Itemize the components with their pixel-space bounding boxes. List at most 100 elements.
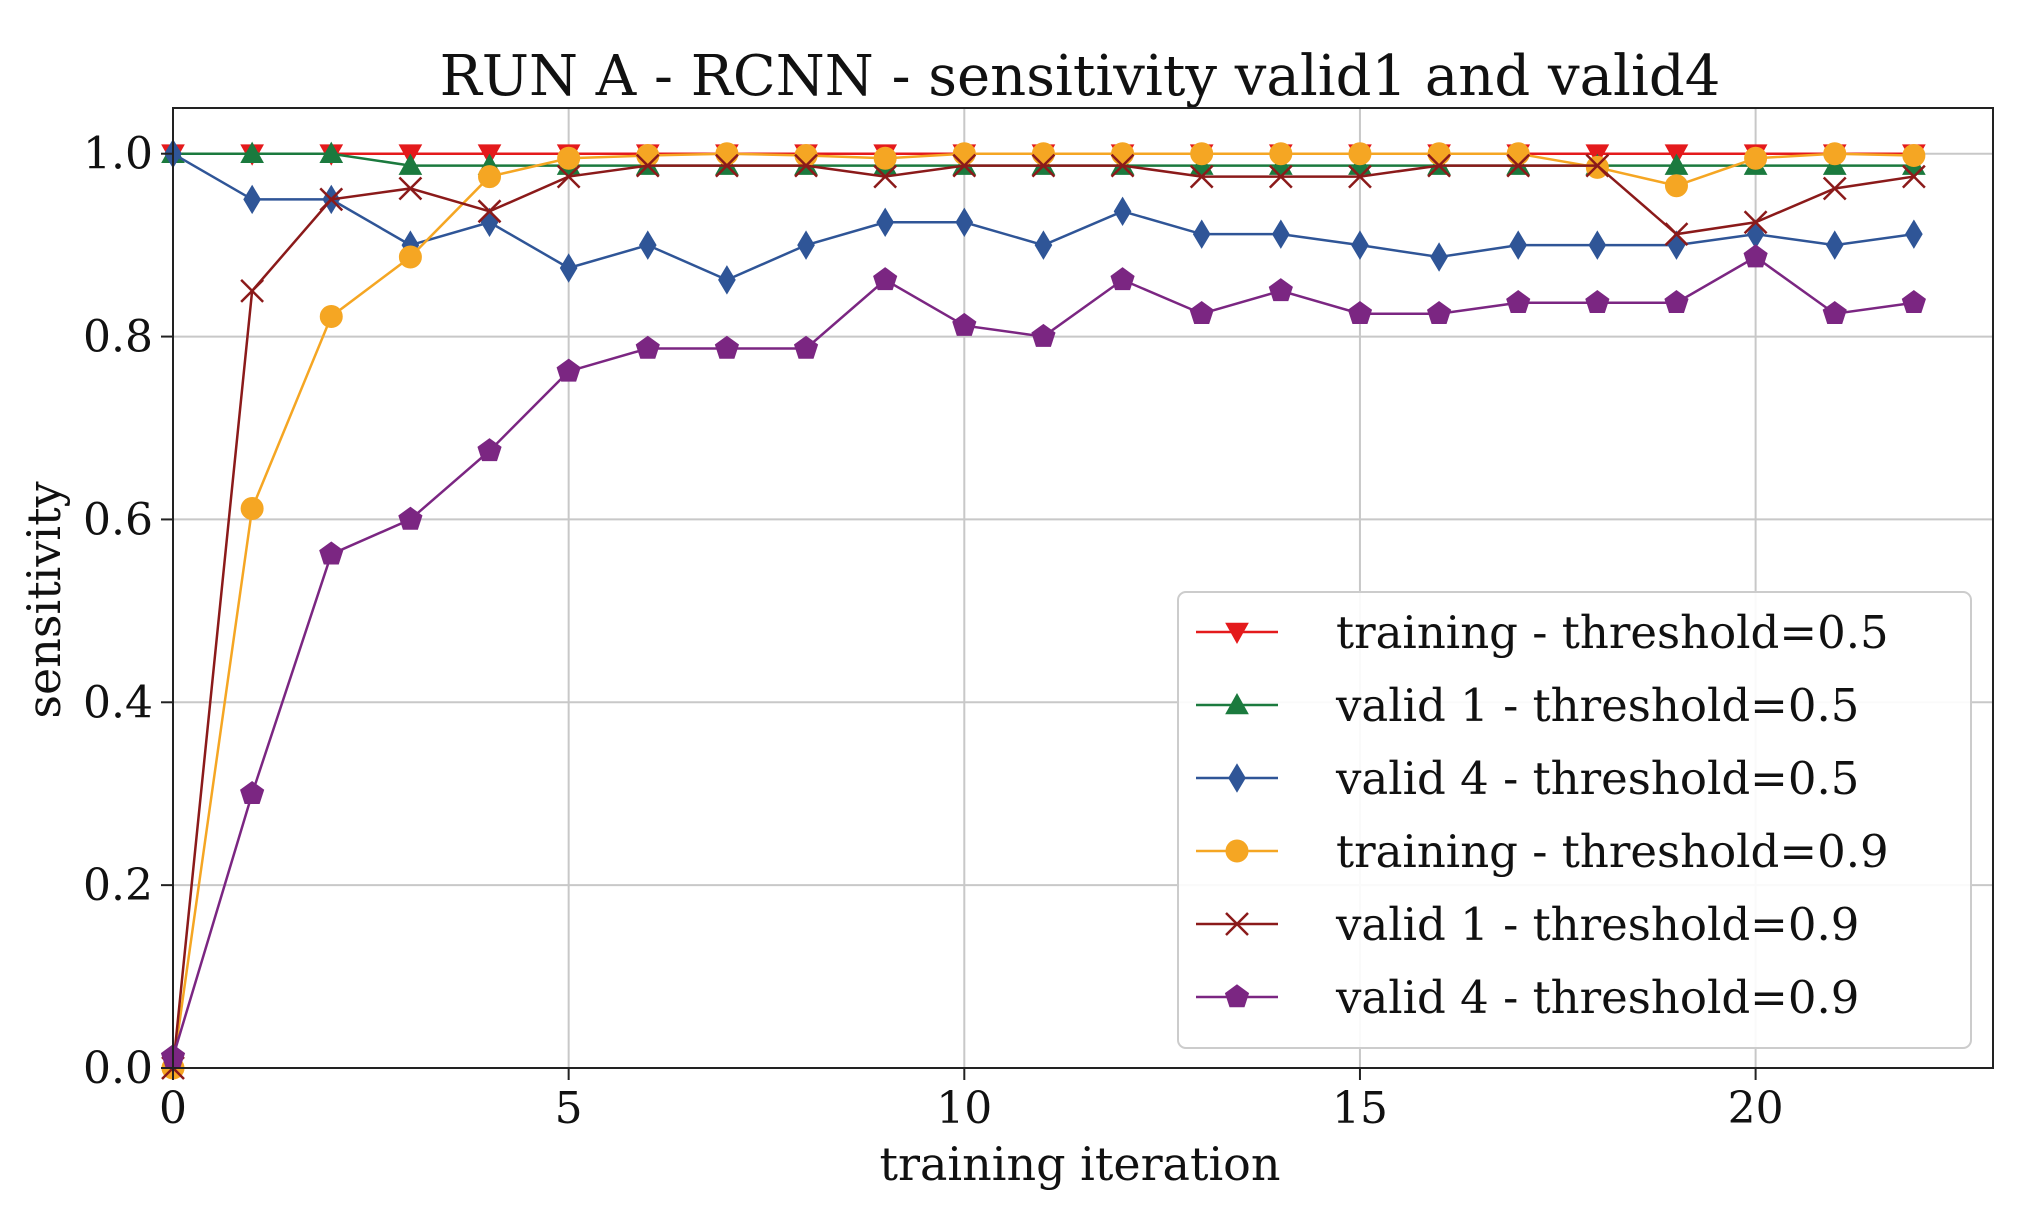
data-point bbox=[794, 153, 818, 178]
x-marker-stroke bbox=[715, 153, 739, 178]
data-point bbox=[952, 153, 977, 178]
data-point bbox=[1110, 153, 1135, 178]
data-point bbox=[1902, 144, 1926, 168]
data-point bbox=[794, 144, 818, 168]
data-point bbox=[1901, 164, 1926, 189]
data-point bbox=[1110, 267, 1135, 291]
legend-label: training - threshold=0.5 bbox=[1336, 606, 1889, 659]
data-point bbox=[319, 141, 344, 164]
data-point bbox=[1822, 176, 1847, 201]
data-point bbox=[477, 199, 502, 224]
data-point bbox=[243, 184, 261, 215]
data-point bbox=[1905, 219, 1923, 249]
legend-box bbox=[1177, 591, 1972, 1049]
legend-marker bbox=[1225, 912, 1249, 936]
y-tick-label: 0.2 bbox=[83, 860, 153, 911]
data-point bbox=[398, 506, 423, 530]
x-marker-stroke bbox=[794, 153, 818, 178]
data-point bbox=[1351, 230, 1369, 260]
data-point bbox=[1585, 290, 1610, 314]
x-marker-stroke bbox=[1743, 210, 1768, 235]
data-point bbox=[1822, 300, 1847, 325]
data-point bbox=[636, 144, 660, 168]
x-tick-label: 20 bbox=[1728, 1083, 1784, 1134]
y-tick-label: 0.8 bbox=[83, 312, 153, 363]
data-point bbox=[797, 230, 815, 260]
data-point bbox=[477, 438, 502, 462]
data-point bbox=[952, 142, 976, 166]
legend-item: valid 1 - threshold=0.9 bbox=[1196, 898, 1859, 951]
x-marker-stroke bbox=[240, 278, 265, 303]
x-marker-stroke bbox=[1585, 153, 1610, 178]
data-point bbox=[1664, 222, 1689, 247]
data-point bbox=[1823, 142, 1847, 166]
x-marker-stroke bbox=[1189, 164, 1214, 189]
data-point bbox=[718, 265, 736, 295]
data-point bbox=[398, 176, 423, 201]
x-marker-stroke bbox=[1901, 164, 1926, 189]
legend-label: valid 1 - threshold=0.9 bbox=[1335, 898, 1859, 951]
data-point bbox=[240, 278, 265, 303]
data-point bbox=[559, 253, 578, 283]
data-point bbox=[319, 187, 344, 212]
x-marker-stroke bbox=[319, 187, 344, 212]
data-point bbox=[319, 541, 344, 565]
x-marker-stroke bbox=[1822, 176, 1847, 201]
data-point bbox=[1509, 230, 1528, 260]
data-point bbox=[1111, 142, 1135, 166]
legend-label: valid 1 - threshold=0.5 bbox=[1335, 679, 1859, 732]
data-point bbox=[715, 142, 739, 166]
series-5 bbox=[161, 153, 1926, 1080]
data-point bbox=[715, 153, 739, 178]
legend-marker bbox=[1225, 622, 1249, 645]
x-marker-stroke bbox=[477, 199, 502, 224]
x-marker-stroke bbox=[1427, 153, 1451, 178]
data-point bbox=[1427, 153, 1451, 178]
legend-label: training - threshold=0.9 bbox=[1336, 825, 1889, 878]
x-marker-stroke bbox=[1348, 164, 1372, 189]
x-tick-label: 0 bbox=[159, 1083, 187, 1134]
legend-marker bbox=[1228, 763, 1246, 793]
data-point bbox=[1347, 300, 1373, 325]
data-point bbox=[240, 141, 264, 164]
legend-label: valid 4 - threshold=0.9 bbox=[1335, 971, 1859, 1024]
data-point bbox=[556, 358, 581, 382]
data-point bbox=[955, 207, 974, 238]
chart-title: RUN A - RCNN - sensitivity valid1 and va… bbox=[440, 44, 1721, 109]
data-point bbox=[478, 165, 502, 189]
series-6 bbox=[160, 244, 1926, 1068]
data-point bbox=[873, 267, 898, 291]
data-point bbox=[1190, 142, 1214, 166]
x-marker-stroke bbox=[556, 164, 581, 189]
legend-item: training - threshold=0.9 bbox=[1196, 825, 1889, 878]
x-marker-stroke bbox=[952, 153, 977, 178]
legend-item: valid 1 - threshold=0.5 bbox=[1196, 679, 1859, 732]
data-point bbox=[1268, 164, 1293, 189]
data-point bbox=[1506, 142, 1530, 166]
data-point bbox=[398, 153, 423, 175]
legend-item: valid 4 - threshold=0.9 bbox=[1196, 971, 1859, 1024]
y-tick-label: 0.6 bbox=[83, 494, 153, 545]
x-marker-stroke bbox=[1268, 164, 1293, 189]
data-point bbox=[1192, 219, 1211, 249]
data-point bbox=[1825, 230, 1844, 260]
data-point bbox=[1901, 290, 1926, 314]
x-marker-stroke bbox=[1664, 222, 1689, 247]
legend-marker bbox=[1225, 692, 1249, 715]
x-tick-label: 15 bbox=[1332, 1083, 1388, 1134]
data-point bbox=[1746, 219, 1765, 249]
data-point bbox=[240, 496, 264, 520]
data-point bbox=[1268, 278, 1293, 302]
data-point bbox=[714, 335, 740, 359]
legend-item: valid 4 - threshold=0.5 bbox=[1196, 752, 1859, 805]
x-marker-stroke bbox=[1506, 153, 1531, 178]
y-tick-label: 0.0 bbox=[83, 1043, 153, 1094]
data-point bbox=[319, 304, 343, 328]
data-point bbox=[1348, 164, 1372, 189]
data-point bbox=[1269, 142, 1293, 166]
legend-item: training - threshold=0.5 bbox=[1196, 606, 1889, 659]
data-point bbox=[1506, 290, 1531, 314]
data-point bbox=[1744, 146, 1768, 170]
data-point bbox=[1426, 300, 1452, 325]
